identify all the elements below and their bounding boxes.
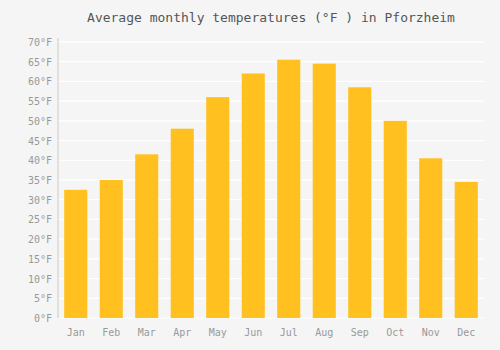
y-tick-label: 5°F xyxy=(34,293,52,304)
bar xyxy=(384,121,407,318)
y-tick-label: 20°F xyxy=(28,234,52,245)
bar xyxy=(348,87,371,318)
grid-line xyxy=(58,100,484,101)
bar xyxy=(135,154,158,318)
y-tick-label: 50°F xyxy=(28,116,52,127)
bar xyxy=(100,180,123,318)
x-tick-label: May xyxy=(209,327,227,338)
grid-line xyxy=(58,81,484,82)
grid-line xyxy=(58,61,484,62)
grid-line xyxy=(58,120,484,121)
x-tick-label: Nov xyxy=(422,327,440,338)
x-tick-label: Jun xyxy=(244,327,262,338)
x-tick-label: Apr xyxy=(173,327,191,338)
y-axis-line xyxy=(58,38,59,318)
y-tick-label: 10°F xyxy=(28,274,52,285)
grid-line xyxy=(58,140,484,141)
bar xyxy=(171,129,194,318)
y-tick-label: 60°F xyxy=(28,76,52,87)
x-tick-label: Aug xyxy=(315,327,333,338)
bars xyxy=(64,60,478,318)
grid-line xyxy=(58,41,484,42)
title: Average monthly temperatures (°F ) in Pf… xyxy=(87,10,455,25)
y-tick-label: 25°F xyxy=(28,214,52,225)
chart: Average monthly temperatures (°F ) in Pf… xyxy=(0,0,500,350)
y-tick-label: 30°F xyxy=(28,195,52,206)
y-tick-label: 40°F xyxy=(28,155,52,166)
y-grid xyxy=(58,42,484,318)
bar xyxy=(206,97,229,318)
x-tick-label: Mar xyxy=(138,327,156,338)
bar xyxy=(64,190,87,318)
y-tick-label: 70°F xyxy=(28,37,52,48)
y-tick-label: 65°F xyxy=(28,57,52,68)
x-tick-label: Dec xyxy=(457,327,475,338)
y-tick-label: 15°F xyxy=(28,254,52,265)
x-tick-label: Oct xyxy=(386,327,404,338)
x-tick-label: Feb xyxy=(102,327,120,338)
y-tick-label: 35°F xyxy=(28,175,52,186)
bar xyxy=(455,182,478,318)
x-tick-label: Sep xyxy=(351,327,369,338)
bar xyxy=(419,158,442,318)
y-tick-label: 0°F xyxy=(34,313,52,324)
y-tick-label: 45°F xyxy=(28,136,52,147)
y-tick-label: 55°F xyxy=(28,96,52,107)
bar xyxy=(242,73,265,318)
bar xyxy=(277,60,300,318)
x-tick-label: Jul xyxy=(280,327,298,338)
x-tick-label: Jan xyxy=(67,327,85,338)
bar xyxy=(313,64,336,318)
background xyxy=(0,0,500,350)
